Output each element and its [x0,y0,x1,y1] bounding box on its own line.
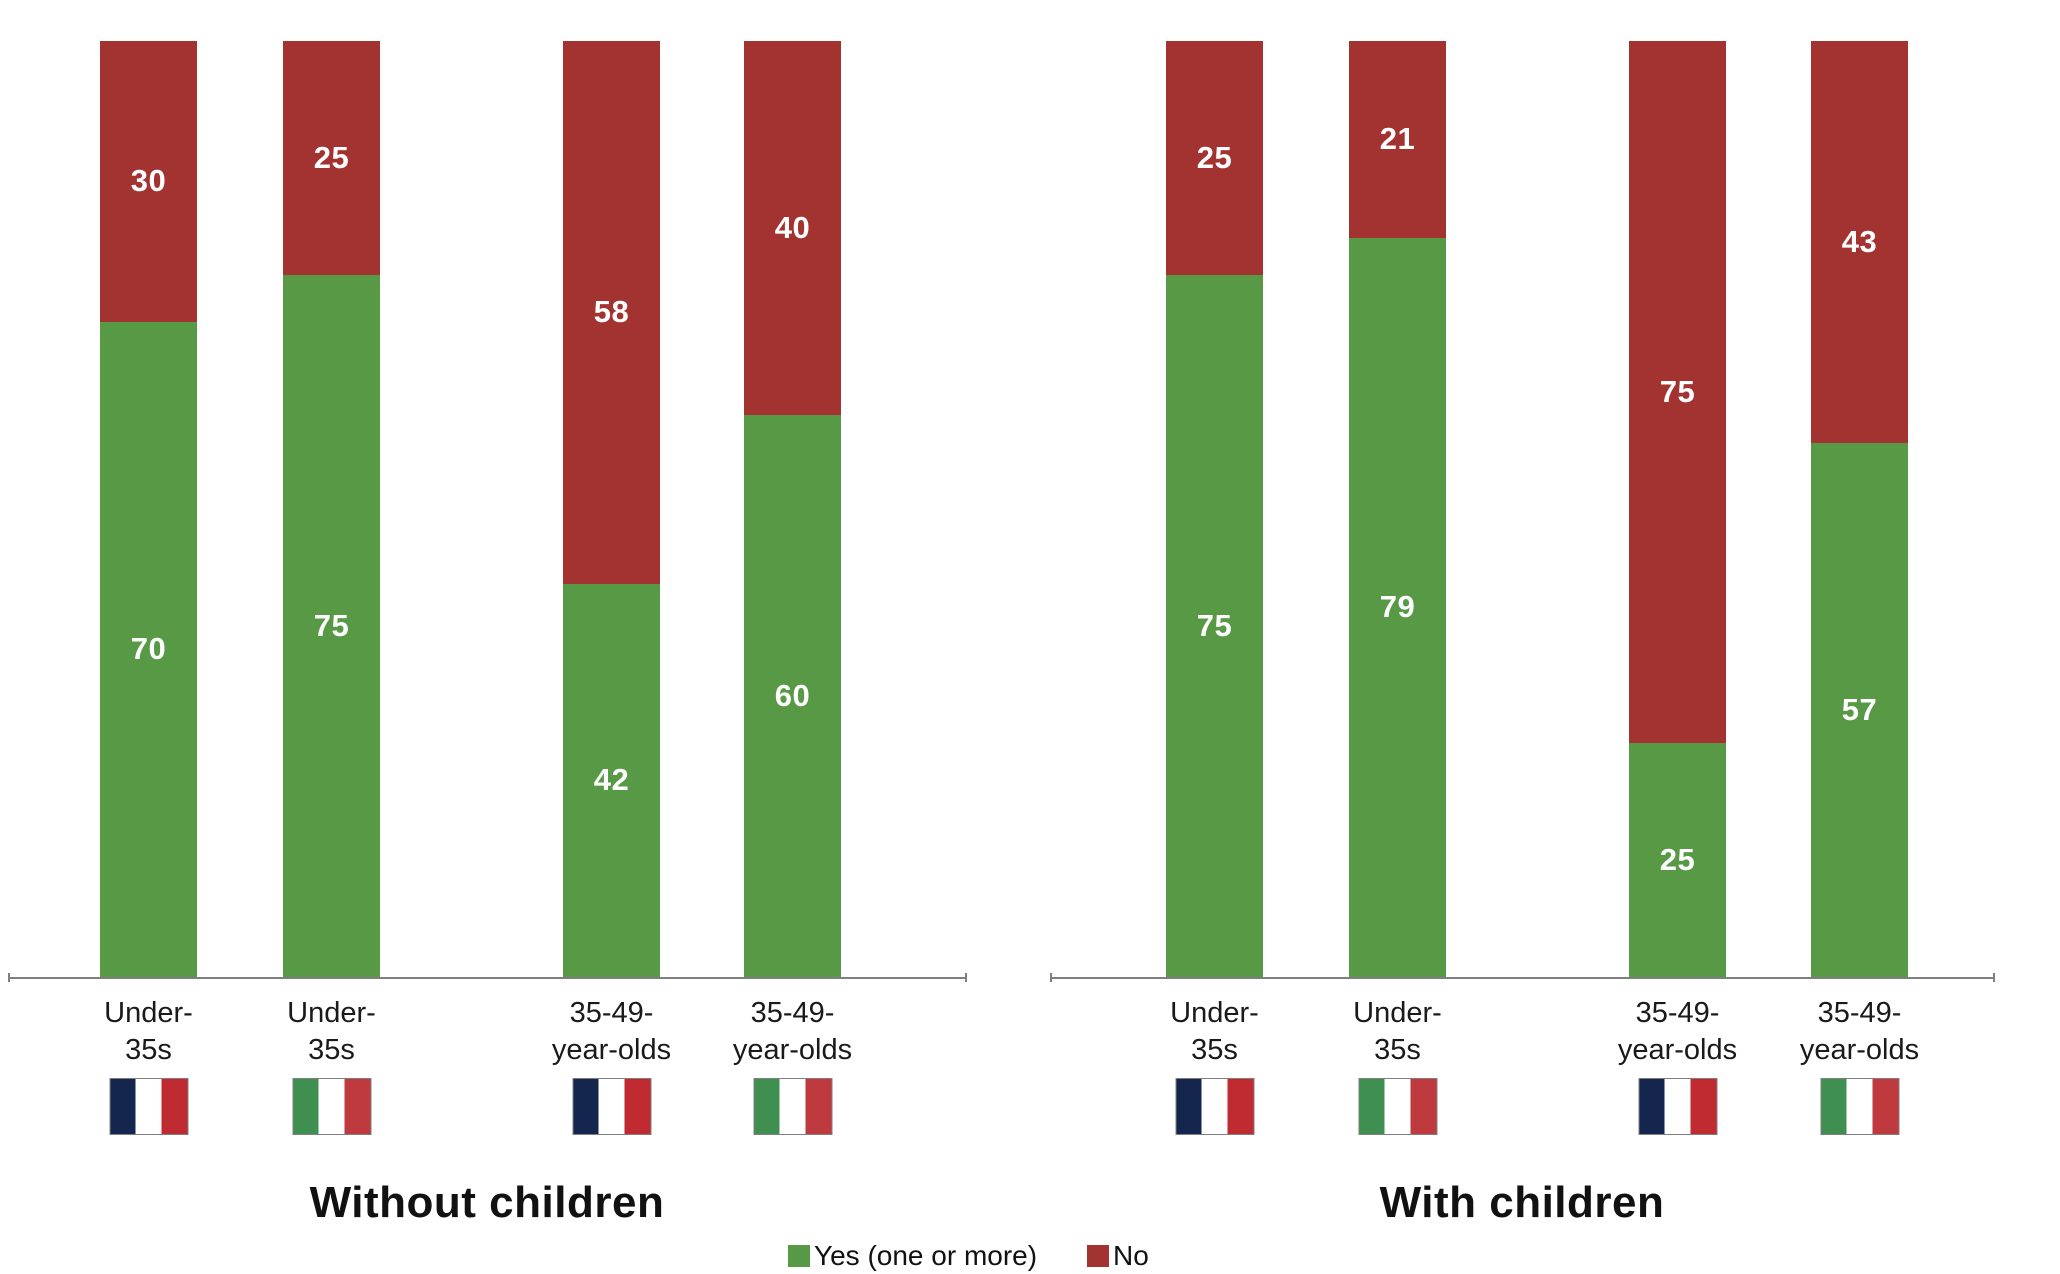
flag-stripe [805,1079,832,1134]
bar-value-yes: 70 [130,631,167,667]
bar-value-yes: 75 [313,608,350,643]
italy-flag-icon [753,1078,832,1135]
flag-stripe [344,1079,371,1134]
flag-stripe [573,1079,599,1134]
flag-stripe [754,1079,780,1134]
category-label: Under- 35s [1353,997,1442,1066]
x-axis-end-tick [965,973,967,982]
flag-stripe [161,1079,188,1134]
category-label: Under- 35s [1170,997,1259,1066]
bar-value-yes: 25 [1659,842,1696,877]
france-flag-icon [1638,1078,1717,1135]
flag-stripe [135,1079,162,1134]
flag-stripe [1384,1079,1411,1134]
bar-segment-no [563,41,660,584]
legend-swatch-yes [788,1245,810,1267]
x-axis [1050,977,1995,979]
category-label: 35-49- year-olds [1799,997,1920,1066]
panel-title-with-children: With children [1379,1178,1665,1227]
flag-stripe [1227,1079,1254,1134]
bar-value-yes: 57 [1841,692,1878,728]
bar-value-no: 25 [313,140,350,175]
france-flag-icon [1175,1078,1254,1135]
flag-stripe [598,1079,625,1134]
category-label: Under- 35s [287,997,376,1066]
bar-value-no: 30 [130,163,167,199]
x-axis [8,977,967,979]
flag-stripe [1690,1079,1717,1134]
bar-segment-yes [100,321,197,977]
flag-stripe [110,1079,136,1134]
bar-segment-yes [744,415,841,977]
bar-segment-no [1811,41,1908,444]
bar-segment-yes [1811,443,1908,977]
flag-stripe [1846,1079,1873,1134]
flag-stripe [318,1079,345,1134]
bar-value-yes: 60 [774,678,811,714]
panel-title-without-children: Without children [309,1178,665,1227]
bar-value-yes: 75 [1196,608,1233,643]
bar-segment-yes [1166,275,1263,977]
x-axis-end-tick [1993,973,1995,982]
legend-swatch-no [1087,1245,1109,1267]
category-label: 35-49- year-olds [732,997,853,1066]
bar-segment-no [1629,41,1726,743]
bar-segment-no [100,41,197,322]
bar-value-no: 75 [1659,374,1696,409]
italy-flag-icon [292,1078,371,1135]
category-label: 35-49- year-olds [551,997,672,1066]
legend-label-no: No [1113,1240,1149,1271]
bar-value-yes: 42 [593,762,630,798]
bar-segment-yes [563,583,660,977]
flag-stripe [1359,1079,1385,1134]
bar-segment-yes [1629,743,1726,977]
france-flag-icon [109,1078,188,1135]
legend-label-yes: Yes (one or more) [814,1240,1038,1271]
legend-item-yes: Yes (one or more) [788,1240,1038,1271]
flag-stripe [624,1079,651,1134]
flag-stripe [1872,1079,1899,1134]
legend-item-no: No [1087,1240,1149,1271]
flag-stripe [1201,1079,1228,1134]
bar-value-no: 43 [1841,224,1878,260]
bar-segment-yes [283,275,380,977]
flag-stripe [293,1079,319,1134]
bar-segment-no [283,41,380,275]
france-flag-icon [572,1078,651,1135]
flag-stripe [1176,1079,1202,1134]
bar-value-yes: 79 [1379,589,1416,625]
flag-stripe [1410,1079,1437,1134]
italy-flag-icon [1820,1078,1899,1135]
x-axis-end-tick [1050,973,1052,982]
bar-value-no: 21 [1379,121,1416,157]
bar-segment-no [744,41,841,416]
italy-flag-icon [1358,1078,1437,1135]
bar-value-no: 58 [593,294,630,330]
flag-stripe [1821,1079,1847,1134]
category-label: 35-49- year-olds [1617,997,1738,1066]
bar-value-no: 40 [774,210,811,246]
bar-segment-yes [1349,237,1446,977]
flag-stripe [779,1079,806,1134]
category-label: Under- 35s [104,997,193,1066]
flag-stripe [1664,1079,1691,1134]
bar-segment-no [1166,41,1263,275]
flag-stripe [1639,1079,1665,1134]
bar-segment-no [1349,41,1446,238]
x-axis-end-tick [8,973,10,982]
bar-value-no: 25 [1196,140,1233,175]
